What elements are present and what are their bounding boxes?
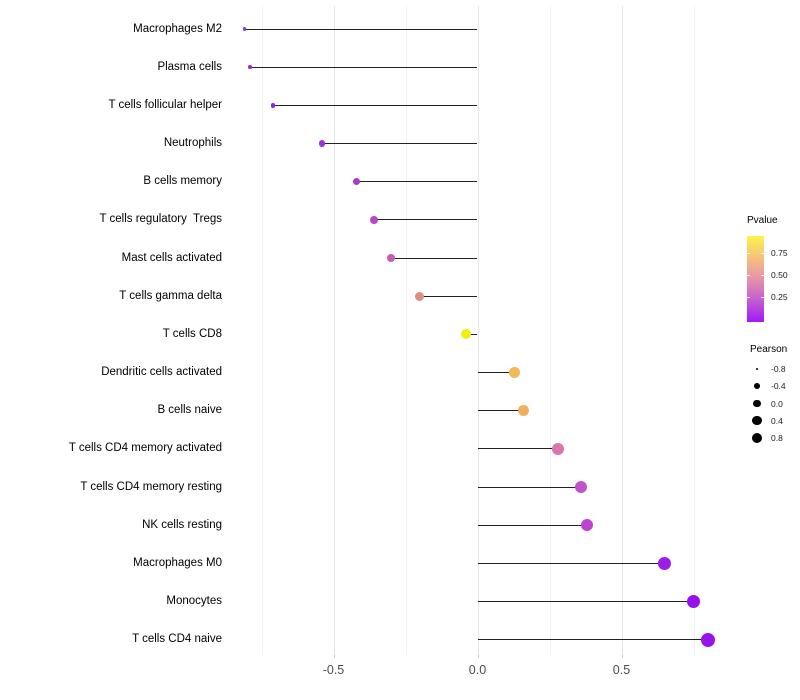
y-axis-label: T cells gamma delta (119, 289, 222, 302)
y-axis-label: Mast cells activated (121, 251, 222, 264)
y-axis-label: Neutrophils (163, 137, 222, 149)
y-axis-label: B cells memory (143, 175, 222, 188)
y-axis-label: Monocytes (166, 595, 222, 608)
lollipop-dot (700, 632, 715, 647)
pvalue-colorbar-tickmark (761, 274, 764, 276)
y-axis-label: Macrophages M2 (133, 22, 222, 35)
x-axis-tick-label: 0.5 (612, 663, 631, 677)
lollipop-dot (509, 367, 521, 378)
x-axis-tick (621, 655, 623, 658)
lollipop-stem (273, 104, 478, 106)
pearson-legend-label: -0.4 (771, 381, 786, 392)
pvalue-colorbar (747, 236, 764, 322)
gridline-minor (405, 6, 407, 655)
y-axis-label: T cells CD4 naive (132, 633, 222, 646)
lollipop-stem (477, 486, 582, 488)
lollipop-stem (465, 333, 478, 335)
lollipop-dot (352, 177, 361, 186)
pvalue-tick-label: 0.50 (771, 269, 788, 280)
pvalue-colorbar-tickmark (747, 296, 750, 298)
lollipop-stem (477, 601, 694, 603)
lollipop-stem (249, 66, 478, 68)
y-axis-label: T cells CD4 memory resting (80, 480, 222, 493)
lollipop-dot (575, 481, 588, 494)
y-axis-label: Macrophages M0 (133, 556, 222, 569)
gridline-minor (261, 6, 263, 655)
y-axis-label: T cells follicular helper (108, 98, 222, 111)
lollipop-dot (386, 253, 396, 263)
pearson-legend-label: -0.8 (771, 364, 786, 374)
x-axis-tick (477, 655, 479, 658)
lollipop-dot (369, 215, 378, 224)
gridline-major (477, 6, 479, 655)
y-axis-label: T cells CD8 (162, 327, 222, 340)
pearson-legend-dot (755, 367, 759, 371)
lollipop-stem (356, 181, 478, 183)
pearson-legend-dot (751, 432, 763, 444)
pvalue-tick-label: 0.25 (771, 291, 788, 302)
y-axis-label: NK cells resting (142, 518, 222, 531)
lollipop-dot (248, 65, 252, 69)
gridline-major (333, 6, 335, 655)
y-axis-label: T cells CD4 memory activated (68, 442, 222, 455)
gridline-major (621, 6, 623, 655)
pearson-legend-title: Pearson (750, 344, 788, 355)
lollipop-dot (460, 329, 471, 340)
pvalue-tick-label: 0.75 (771, 247, 788, 258)
lollipop-stem (373, 219, 478, 221)
gridline-minor (549, 6, 551, 655)
gridline-minor (693, 6, 695, 655)
pvalue-colorbar-tickmark (747, 252, 750, 254)
lollipop-stem (477, 562, 665, 564)
pearson-legend-dot (752, 416, 762, 426)
pearson-legend-dot (754, 383, 760, 390)
lollipop-dot (552, 443, 564, 455)
lollipop-dot (518, 405, 530, 417)
lollipop-dot (580, 519, 594, 532)
pearson-legend-label: 0.8 (771, 433, 783, 443)
lollipop-stem (391, 257, 478, 259)
pearson-legend-label: 0.4 (771, 415, 783, 426)
lollipop-stem (477, 524, 587, 526)
pearson-legend-dot (753, 399, 761, 408)
lollipop-dot (415, 291, 425, 301)
lollipop-dot (318, 140, 326, 147)
lollipop-dot (242, 27, 246, 31)
x-axis-tick (333, 655, 335, 658)
lollipop-stem (477, 372, 515, 374)
x-axis-tick-label: -0.5 (322, 663, 345, 677)
lollipop-stem (244, 28, 478, 30)
pvalue-legend-title: Pvalue (747, 215, 778, 226)
pearson-legend-label: 0.0 (771, 398, 783, 409)
lollipop-stem (477, 448, 559, 450)
lollipop-dot (686, 594, 701, 609)
y-axis-label: T cells regulatory Tregs (99, 213, 222, 226)
lollipop-stem (477, 639, 708, 641)
lollipop-stem (321, 143, 478, 144)
y-axis-label: B cells naive (157, 404, 222, 417)
y-axis-label: Dendritic cells activated (101, 366, 222, 379)
lollipop-stem (477, 410, 524, 412)
x-axis-tick-label: 0.0 (468, 663, 487, 677)
lollipop-stem (419, 295, 478, 297)
pvalue-colorbar-tickmark (747, 274, 750, 276)
pvalue-colorbar-tickmark (761, 252, 764, 254)
pvalue-colorbar-tickmark (761, 296, 764, 298)
lollipop-dot (270, 103, 276, 108)
lollipop-dot (658, 556, 672, 571)
y-axis-label: Plasma cells (157, 60, 222, 73)
